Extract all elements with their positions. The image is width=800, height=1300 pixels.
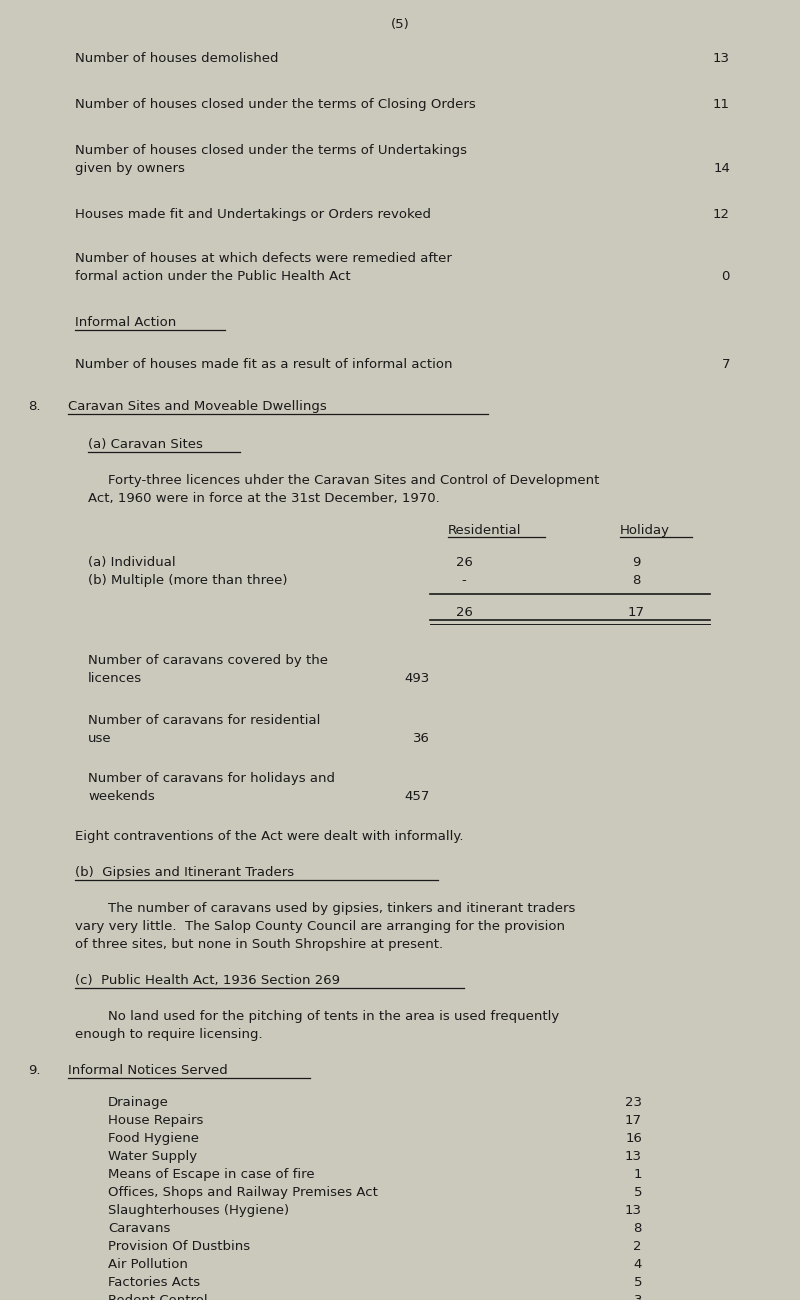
Text: 5: 5 <box>634 1186 642 1199</box>
Text: -: - <box>462 575 466 588</box>
Text: Caravan Sites and Moveable Dwellings: Caravan Sites and Moveable Dwellings <box>68 400 326 413</box>
Text: Offices, Shops and Railway Premises Act: Offices, Shops and Railway Premises Act <box>108 1186 378 1199</box>
Text: Drainage: Drainage <box>108 1096 169 1109</box>
Text: (a) Caravan Sites: (a) Caravan Sites <box>88 438 203 451</box>
Text: Number of houses closed under the terms of Closing Orders: Number of houses closed under the terms … <box>75 98 476 111</box>
Text: Informal Notices Served: Informal Notices Served <box>68 1063 228 1076</box>
Text: formal action under the Public Health Act: formal action under the Public Health Ac… <box>75 270 350 283</box>
Text: Food Hygiene: Food Hygiene <box>108 1132 199 1145</box>
Text: Caravans: Caravans <box>108 1222 170 1235</box>
Text: Slaughterhouses (Hygiene): Slaughterhouses (Hygiene) <box>108 1204 289 1217</box>
Text: House Repairs: House Repairs <box>108 1114 203 1127</box>
Text: 16: 16 <box>625 1132 642 1145</box>
Text: Factories Acts: Factories Acts <box>108 1277 200 1290</box>
Text: Residential: Residential <box>448 524 522 537</box>
Text: 0: 0 <box>722 270 730 283</box>
Text: licences: licences <box>88 672 142 685</box>
Text: (5): (5) <box>390 18 410 31</box>
Text: Informal Action: Informal Action <box>75 316 176 329</box>
Text: Number of houses closed under the terms of Undertakings: Number of houses closed under the terms … <box>75 144 467 157</box>
Text: Number of houses demolished: Number of houses demolished <box>75 52 278 65</box>
Text: 14: 14 <box>713 162 730 176</box>
Text: 9: 9 <box>632 556 640 569</box>
Text: Means of Escape in case of fire: Means of Escape in case of fire <box>108 1167 314 1180</box>
Text: 5: 5 <box>634 1277 642 1290</box>
Text: 8: 8 <box>632 575 640 588</box>
Text: Number of caravans covered by the: Number of caravans covered by the <box>88 654 328 667</box>
Text: 8: 8 <box>634 1222 642 1235</box>
Text: 23: 23 <box>625 1096 642 1109</box>
Text: Number of houses at which defects were remedied after: Number of houses at which defects were r… <box>75 252 452 265</box>
Text: Eight contraventions of the Act were dealt with informally.: Eight contraventions of the Act were dea… <box>75 829 463 842</box>
Text: 13: 13 <box>713 52 730 65</box>
Text: No land used for the pitching of tents in the area is used frequently: No land used for the pitching of tents i… <box>108 1010 559 1023</box>
Text: 26: 26 <box>455 556 473 569</box>
Text: 26: 26 <box>455 606 473 619</box>
Text: enough to require licensing.: enough to require licensing. <box>75 1028 262 1041</box>
Text: (b)  Gipsies and Itinerant Traders: (b) Gipsies and Itinerant Traders <box>75 866 294 879</box>
Text: 36: 36 <box>413 732 430 745</box>
Text: 8.: 8. <box>28 400 41 413</box>
Text: weekends: weekends <box>88 790 154 803</box>
Text: 11: 11 <box>713 98 730 111</box>
Text: of three sites, but none in South Shropshire at present.: of three sites, but none in South Shrops… <box>75 939 443 952</box>
Text: The number of caravans used by gipsies, tinkers and itinerant traders: The number of caravans used by gipsies, … <box>108 902 575 915</box>
Text: 9.: 9. <box>28 1063 41 1076</box>
Text: Provision Of Dustbins: Provision Of Dustbins <box>108 1240 250 1253</box>
Text: given by owners: given by owners <box>75 162 185 176</box>
Text: use: use <box>88 732 112 745</box>
Text: Number of houses made fit as a result of informal action: Number of houses made fit as a result of… <box>75 358 453 370</box>
Text: Forty-three licences uhder the Caravan Sites and Control of Development: Forty-three licences uhder the Caravan S… <box>108 474 599 488</box>
Text: 2: 2 <box>634 1240 642 1253</box>
Text: (b) Multiple (more than three): (b) Multiple (more than three) <box>88 575 287 588</box>
Text: 13: 13 <box>625 1150 642 1164</box>
Text: Number of caravans for holidays and: Number of caravans for holidays and <box>88 772 335 785</box>
Text: 17: 17 <box>625 1114 642 1127</box>
Text: 3: 3 <box>634 1294 642 1300</box>
Text: 13: 13 <box>625 1204 642 1217</box>
Text: Rodent Control: Rodent Control <box>108 1294 208 1300</box>
Text: 493: 493 <box>405 672 430 685</box>
Text: vary very little.  The Salop County Council are arranging for the provision: vary very little. The Salop County Counc… <box>75 920 565 933</box>
Text: 12: 12 <box>713 208 730 221</box>
Text: Number of caravans for residential: Number of caravans for residential <box>88 714 320 727</box>
Text: (c)  Public Health Act, 1936 Section 269: (c) Public Health Act, 1936 Section 269 <box>75 974 340 987</box>
Text: (a) Individual: (a) Individual <box>88 556 176 569</box>
Text: 7: 7 <box>722 358 730 370</box>
Text: 17: 17 <box>627 606 645 619</box>
Text: 4: 4 <box>634 1258 642 1271</box>
Text: 457: 457 <box>405 790 430 803</box>
Text: Houses made fit and Undertakings or Orders revoked: Houses made fit and Undertakings or Orde… <box>75 208 431 221</box>
Text: Holiday: Holiday <box>620 524 670 537</box>
Text: 1: 1 <box>634 1167 642 1180</box>
Text: Air Pollution: Air Pollution <box>108 1258 188 1271</box>
Text: Water Supply: Water Supply <box>108 1150 197 1164</box>
Text: Act, 1960 were in force at the 31st December, 1970.: Act, 1960 were in force at the 31st Dece… <box>88 491 440 504</box>
